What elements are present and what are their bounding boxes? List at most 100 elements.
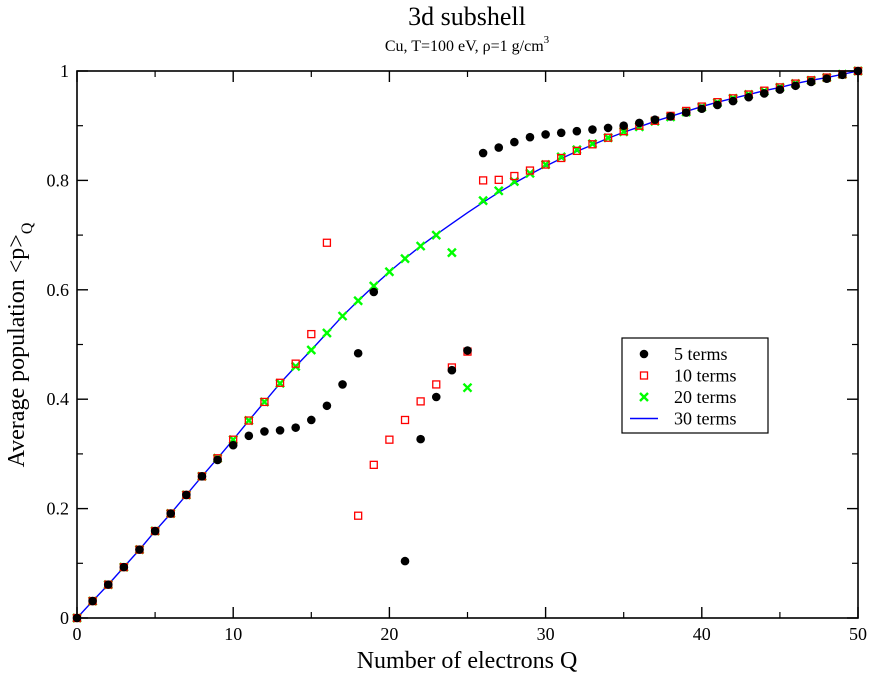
data-point-10-terms bbox=[416, 397, 425, 406]
data-point-20-terms-stroke bbox=[384, 266, 395, 277]
data-point-5-terms bbox=[322, 401, 332, 411]
data-point-10-terms bbox=[557, 153, 566, 163]
data-point-20-terms bbox=[353, 295, 364, 306]
data-point-10-terms bbox=[275, 378, 285, 387]
data-point-10-terms bbox=[400, 415, 410, 425]
series-5-terms bbox=[72, 66, 863, 623]
data-point-5-terms bbox=[197, 472, 207, 481]
legend-item-20-terms: 20 terms bbox=[639, 387, 737, 407]
data-point-20-terms bbox=[509, 176, 520, 187]
data-point-20-terms-stroke bbox=[478, 195, 488, 206]
y-tick-label: 0.6 bbox=[47, 280, 70, 300]
data-point-5-terms bbox=[681, 108, 691, 117]
data-point-20-terms-stroke bbox=[322, 328, 332, 338]
data-point-20-terms-stroke bbox=[415, 241, 426, 251]
legend-marker-20-terms-stroke bbox=[639, 392, 649, 402]
data-point-10-terms bbox=[307, 329, 316, 339]
data-point-20-terms-stroke bbox=[447, 247, 457, 258]
data-point-10-terms bbox=[260, 397, 269, 407]
data-point-20-terms-stroke bbox=[243, 415, 254, 426]
data-point-5-terms bbox=[556, 128, 566, 138]
chart-subtitle: Cu, T=100 eV, ρ=1 g/cm3 bbox=[385, 34, 550, 55]
data-point-20-terms-stroke bbox=[306, 345, 317, 355]
data-point-5-terms bbox=[463, 346, 472, 355]
data-point-5-terms bbox=[353, 348, 363, 358]
y-tick-label: 0 bbox=[60, 608, 69, 628]
legend-marker-10-terms bbox=[639, 371, 649, 380]
data-point-5-terms bbox=[244, 431, 254, 441]
data-point-10-terms bbox=[478, 176, 488, 185]
data-point-20-terms bbox=[290, 361, 301, 372]
y-tick-label: 0.8 bbox=[47, 170, 70, 190]
data-point-5-terms bbox=[806, 77, 816, 87]
data-point-10-terms bbox=[369, 460, 378, 469]
data-point-5-terms bbox=[447, 365, 457, 375]
data-point-20-terms-stroke bbox=[493, 185, 504, 196]
data-point-5-terms bbox=[150, 526, 160, 536]
data-point-20-terms bbox=[525, 168, 535, 179]
data-point-10-terms bbox=[291, 359, 300, 368]
data-point-5-terms bbox=[838, 70, 847, 80]
data-point-5-terms bbox=[525, 132, 535, 142]
data-point-10-terms bbox=[510, 171, 519, 181]
data-point-5-terms bbox=[416, 434, 425, 444]
series-line-30-terms bbox=[76, 70, 859, 619]
data-point-20-terms-stroke bbox=[431, 230, 442, 240]
legend-item-5-terms: 5 terms bbox=[639, 344, 728, 364]
y-tick-label: 1 bbox=[60, 61, 69, 81]
legend-label-20-terms: 20 terms bbox=[674, 387, 737, 407]
legend-item-30-terms: 30 terms bbox=[630, 409, 737, 429]
data-point-10-terms bbox=[572, 146, 581, 156]
data-point-5-terms bbox=[135, 545, 144, 554]
data-point-5-terms bbox=[119, 562, 129, 572]
data-point-10-terms bbox=[244, 416, 253, 425]
data-point-10-terms bbox=[385, 435, 394, 444]
data-point-10-terms bbox=[432, 380, 441, 389]
x-tick-label: 50 bbox=[849, 624, 867, 644]
data-point-20-terms bbox=[400, 253, 410, 264]
x-tick-label: 40 bbox=[693, 624, 711, 644]
data-point-20-terms bbox=[540, 159, 551, 170]
data-point-5-terms bbox=[744, 92, 753, 102]
data-point-20-terms bbox=[431, 230, 442, 240]
y-axis-label: Average population <p>Q bbox=[4, 222, 36, 467]
data-point-5-terms bbox=[666, 112, 675, 121]
legend-marker-5-terms bbox=[639, 349, 649, 359]
data-point-20-terms bbox=[493, 185, 504, 196]
data-point-20-terms-stroke bbox=[462, 382, 473, 393]
x-axis-label: Number of electrons Q bbox=[357, 648, 578, 674]
x-tick-label: 10 bbox=[224, 624, 242, 644]
data-point-5-terms bbox=[275, 426, 285, 435]
ticks-layer: 0 10 20 30 40 50 0 0.2 0.4 0.6 0.8 1 bbox=[47, 61, 868, 644]
series-30-terms bbox=[76, 70, 859, 619]
data-point-20-terms bbox=[603, 132, 613, 143]
data-point-5-terms bbox=[619, 121, 628, 130]
data-point-20-terms-stroke bbox=[353, 295, 364, 306]
data-point-5-terms bbox=[822, 74, 832, 83]
data-point-5-terms bbox=[478, 148, 488, 158]
data-point-20-terms-stroke bbox=[290, 361, 301, 372]
data-point-5-terms bbox=[400, 556, 410, 566]
data-point-5-terms bbox=[510, 137, 519, 147]
data-point-5-terms bbox=[307, 415, 316, 425]
data-point-20-terms-stroke bbox=[337, 311, 348, 321]
data-point-5-terms bbox=[603, 123, 613, 133]
y-axis-label-subscript: Q bbox=[19, 222, 36, 234]
data-point-10-terms bbox=[603, 133, 613, 142]
data-point-5-terms bbox=[775, 85, 785, 94]
data-point-5-terms bbox=[713, 100, 722, 110]
data-point-5-terms bbox=[213, 455, 222, 465]
data-point-5-terms bbox=[572, 126, 582, 136]
data-point-5-terms bbox=[369, 287, 379, 297]
data-point-5-terms bbox=[431, 392, 441, 402]
data-point-5-terms bbox=[650, 115, 660, 124]
data-point-20-terms bbox=[306, 345, 317, 355]
data-point-10-terms bbox=[525, 166, 535, 175]
data-point-5-terms bbox=[759, 89, 769, 98]
data-point-20-terms bbox=[462, 382, 473, 393]
data-point-5-terms bbox=[728, 96, 738, 106]
data-point-5-terms bbox=[635, 118, 644, 128]
data-point-5-terms bbox=[103, 580, 113, 589]
